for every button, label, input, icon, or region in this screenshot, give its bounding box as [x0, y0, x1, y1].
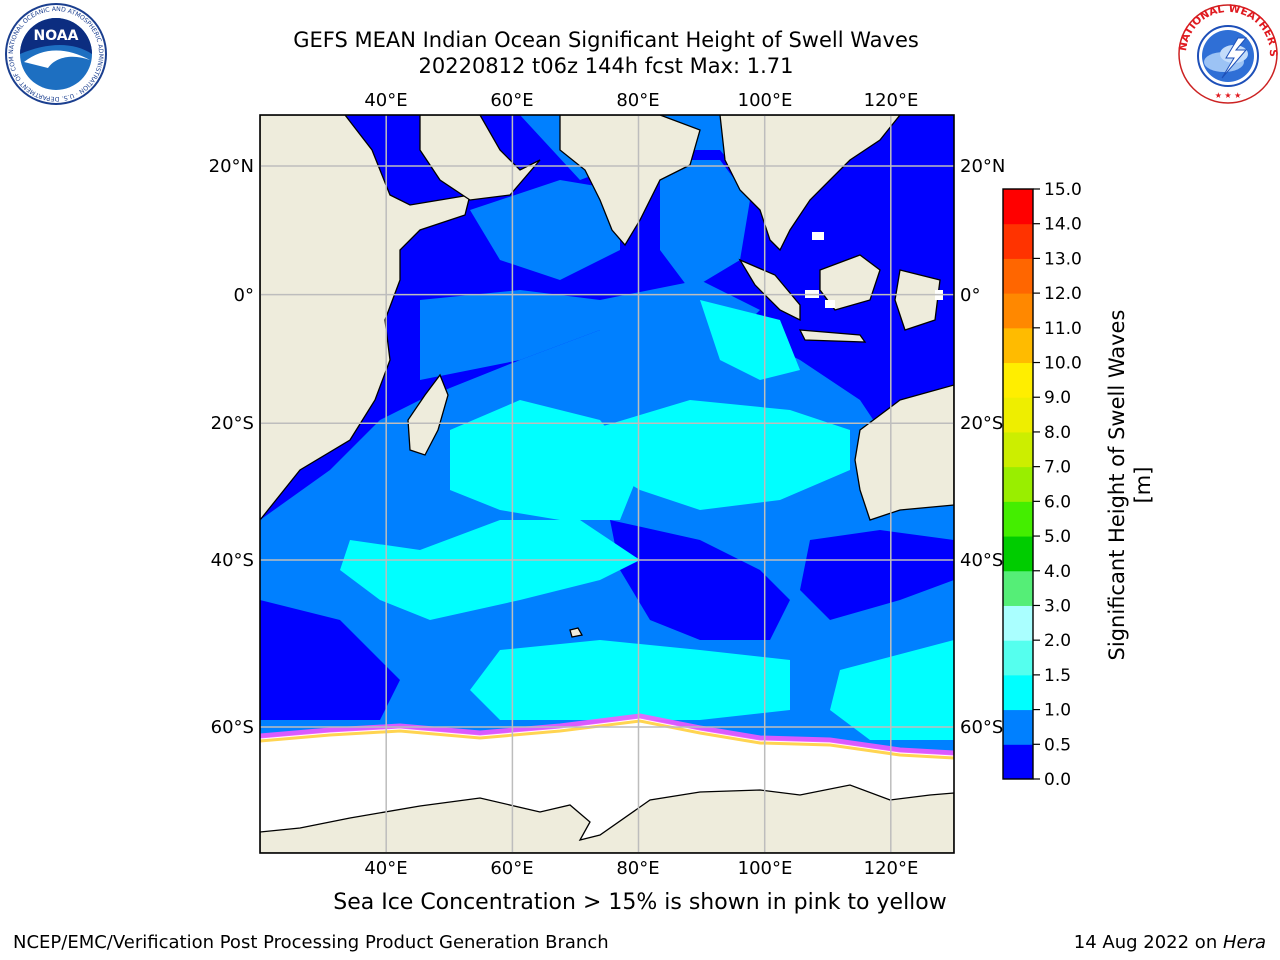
footer-date-text: 14 Aug 2022 on: [1073, 932, 1223, 953]
colorbar-tick-label: 0.5: [1044, 735, 1071, 755]
colorbar-tick-label: 15.0: [1044, 180, 1082, 200]
colorbar-swatch-12.0: [1003, 258, 1033, 294]
map-area: [260, 115, 954, 853]
lat-label-right-40s: 40°S: [960, 550, 1003, 571]
noaa-logo-text: NOAA: [34, 28, 79, 44]
colorbar-label-line1: Significant Height of Swell Waves: [1105, 310, 1129, 661]
colorbar-swatch-0.5: [1003, 709, 1033, 745]
lat-label-left-40s: 40°S: [211, 550, 254, 571]
noaa-logo: NOAA NATIONAL OCEANIC AND ATMOSPHERIC AD…: [4, 2, 107, 105]
colorbar-tick-label: 13.0: [1044, 249, 1082, 269]
mid-swell-patches: [420, 160, 760, 380]
colorbar-swatch-6.0: [1003, 466, 1033, 502]
lon-label-top-60e: 60°E: [490, 90, 533, 111]
colorbar-tick-label: 9.0: [1044, 388, 1071, 408]
lon-label-bottom-60e: 60°E: [490, 858, 533, 879]
colorbar-tick-label: 0.0: [1044, 770, 1071, 790]
lon-label-top-120e: 120°E: [864, 90, 919, 111]
lat-label-left-60s: 60°S: [211, 717, 254, 738]
lon-label-top-100e: 100°E: [738, 90, 793, 111]
lon-label-bottom-40e: 40°E: [364, 858, 407, 879]
colorbar-swatch-10.0: [1003, 327, 1033, 364]
lon-label-top-40e: 40°E: [364, 90, 407, 111]
lat-label-right-60s: 60°S: [960, 717, 1003, 738]
colorbar-tick-label: 10.0: [1044, 354, 1082, 374]
svg-text:★ ★ ★: ★ ★ ★: [1215, 91, 1242, 100]
footer-machine: Hera: [1222, 932, 1266, 953]
nws-logo: NATIONAL WEATHER SERVICE ★ ★ ★: [1176, 2, 1279, 104]
lat-label-left-0: 0°: [234, 285, 254, 306]
colorbar-frame: [1002, 188, 1034, 780]
footer-date: 14 Aug 2022 on Hera: [1074, 932, 1266, 953]
colorbar-label-line2: [m]: [1131, 467, 1155, 504]
lat-label-right-20n: 20°N: [960, 156, 1005, 177]
lon-label-bottom-120e: 120°E: [864, 858, 919, 879]
sea-ice-caption: Sea Ice Concentration > 15% is shown in …: [333, 890, 947, 915]
lat-label-right-20s: 20°S: [960, 413, 1003, 434]
colorbar-tick-label: 2.0: [1044, 631, 1071, 651]
lon-label-bottom-100e: 100°E: [738, 858, 793, 879]
colorbar-tick-label: 7.0: [1044, 458, 1071, 478]
map-subtitle: 20220812 t06z 144h fcst Max: 1.71: [418, 54, 794, 78]
colorbar-swatch-1.0: [1003, 674, 1033, 711]
colorbar-swatch-9.0: [1003, 362, 1033, 398]
colorbar-tick-label: 8.0: [1044, 423, 1071, 443]
lon-label-bottom-80e: 80°E: [616, 858, 659, 879]
colorbar-swatch-13.0: [1003, 223, 1033, 259]
lat-label-right-0: 0°: [960, 285, 980, 306]
colorbar-tick-label: 3.0: [1044, 596, 1071, 616]
colorbar-tick-label: 1.5: [1044, 666, 1071, 686]
colorbar-tick-label: 1.0: [1044, 701, 1071, 721]
colorbar-tick-label: 11.0: [1044, 319, 1082, 339]
lat-label-left-20s: 20°S: [211, 413, 254, 434]
colorbar-swatch-14.0: [1003, 189, 1033, 225]
map-title: GEFS MEAN Indian Ocean Significant Heigh…: [293, 28, 919, 52]
colorbar-tick-labels: 0.0 0.5 1.0 1.5 2.0 3.0 4.0 5.0 6.0 7.0 8.0 9.0 10.0…: [1033, 180, 1082, 790]
colorbar-swatch-7.0: [1003, 431, 1033, 468]
colorbar-swatch-3.0: [1003, 570, 1033, 606]
lon-label-top-80e: 80°E: [616, 90, 659, 111]
colorbar-tick-label: 14.0: [1044, 215, 1082, 235]
colorbar-tick-label: 6.0: [1044, 492, 1071, 512]
colorbar-swatch-2.0: [1003, 605, 1033, 641]
lat-label-left-20n: 20°N: [209, 156, 254, 177]
high-swell-regions: [340, 300, 954, 740]
colorbar-tick-label: 4.0: [1044, 562, 1071, 582]
colorbar-swatch-11.0: [1003, 293, 1033, 329]
colorbar-tick-label: 12.0: [1044, 284, 1082, 304]
colorbar-tick-label: 5.0: [1044, 527, 1071, 547]
gridlines: [260, 115, 954, 853]
colorbar-swatch-1.5: [1003, 640, 1033, 676]
colorbar-swatch-4.0: [1003, 536, 1033, 572]
colorbar-swatch-8.0: [1003, 397, 1033, 433]
colorbar-swatch-0.0: [1003, 744, 1033, 780]
colorbar-swatch-5.0: [1003, 501, 1033, 537]
map-frame: [259, 114, 955, 854]
footer-branch: NCEP/EMC/Verification Post Processing Pr…: [13, 932, 609, 953]
colorbar: [1003, 189, 1033, 780]
